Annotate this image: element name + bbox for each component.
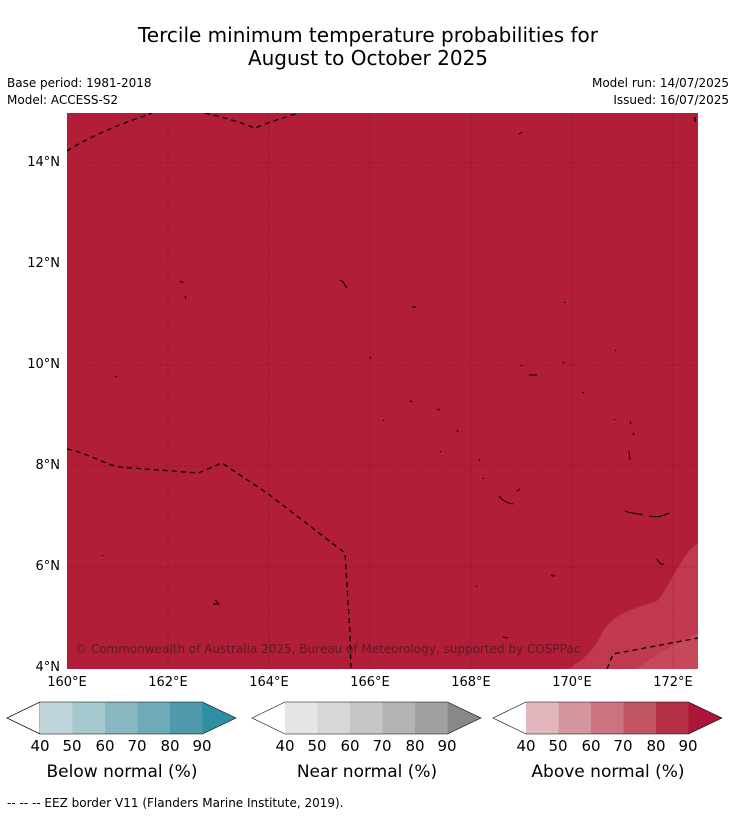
x-tick-166e: 166°E: [350, 675, 390, 690]
above-tick-80: 80: [646, 737, 666, 755]
below-tick-90: 90: [192, 737, 212, 755]
model-name: Model: ACCESS-S2: [7, 93, 119, 107]
below-tick-60: 60: [95, 737, 115, 755]
y-tick-4n: 4°N: [35, 660, 61, 675]
x-tick-164e: 164°E: [249, 675, 289, 690]
above-tick-70: 70: [613, 737, 633, 755]
y-tick-6n: 6°N: [35, 559, 61, 574]
below-normal-colorbar: [6, 701, 237, 735]
above-tick-90: 90: [678, 737, 698, 755]
near-normal-label: Near normal (%): [296, 762, 438, 782]
above-tick-50: 50: [548, 737, 568, 755]
chart-title-line1: Tercile minimum temperature probabilitie…: [137, 23, 599, 47]
x-tick-160e: 160°E: [47, 675, 87, 690]
x-tick-168e: 168°E: [451, 675, 491, 690]
near-tick-40: 40: [275, 737, 295, 755]
above-tick-60: 60: [581, 737, 601, 755]
near-tick-50: 50: [307, 737, 327, 755]
x-tick-170e: 170°E: [552, 675, 592, 690]
above-tick-40: 40: [516, 737, 536, 755]
below-tick-50: 50: [62, 737, 82, 755]
copyright-text: © Commonwealth of Australia 2025, Bureau…: [75, 642, 580, 656]
lightest-probability-region: [637, 633, 698, 669]
near-tick-80: 80: [405, 737, 425, 755]
below-tick-70: 70: [127, 737, 147, 755]
map-background: [67, 113, 698, 669]
issued-date: Issued: 16/07/2025: [613, 93, 729, 107]
model-run: Model run: 14/07/2025: [591, 76, 729, 90]
lighter-probability-region: [567, 543, 698, 669]
islands: [101, 131, 670, 639]
eez-border-note: -- -- -- EEZ border V11 (Flanders Marine…: [7, 796, 344, 810]
near-tick-60: 60: [340, 737, 360, 755]
y-tick-8n: 8°N: [35, 458, 61, 473]
probability-map: © Commonwealth of Australia 2025, Bureau…: [67, 113, 698, 669]
x-tick-172e: 172°E: [653, 675, 693, 690]
above-normal-label: Above normal (%): [531, 762, 685, 782]
below-tick-80: 80: [160, 737, 180, 755]
chart-title-line2: August to October 2025: [247, 46, 489, 70]
near-tick-70: 70: [372, 737, 392, 755]
eez-borders: [67, 113, 698, 669]
near-tick-90: 90: [437, 737, 457, 755]
below-tick-40: 40: [30, 737, 50, 755]
above-normal-colorbar: [492, 701, 723, 735]
y-tick-12n: 12°N: [27, 256, 60, 271]
y-tick-10n: 10°N: [27, 357, 60, 372]
near-normal-colorbar: [251, 701, 482, 735]
gridlines: [67, 113, 698, 669]
y-tick-14n: 14°N: [27, 155, 60, 170]
x-tick-162e: 162°E: [148, 675, 188, 690]
base-period: Base period: 1981-2018: [7, 76, 152, 90]
below-normal-label: Below normal (%): [46, 762, 198, 782]
